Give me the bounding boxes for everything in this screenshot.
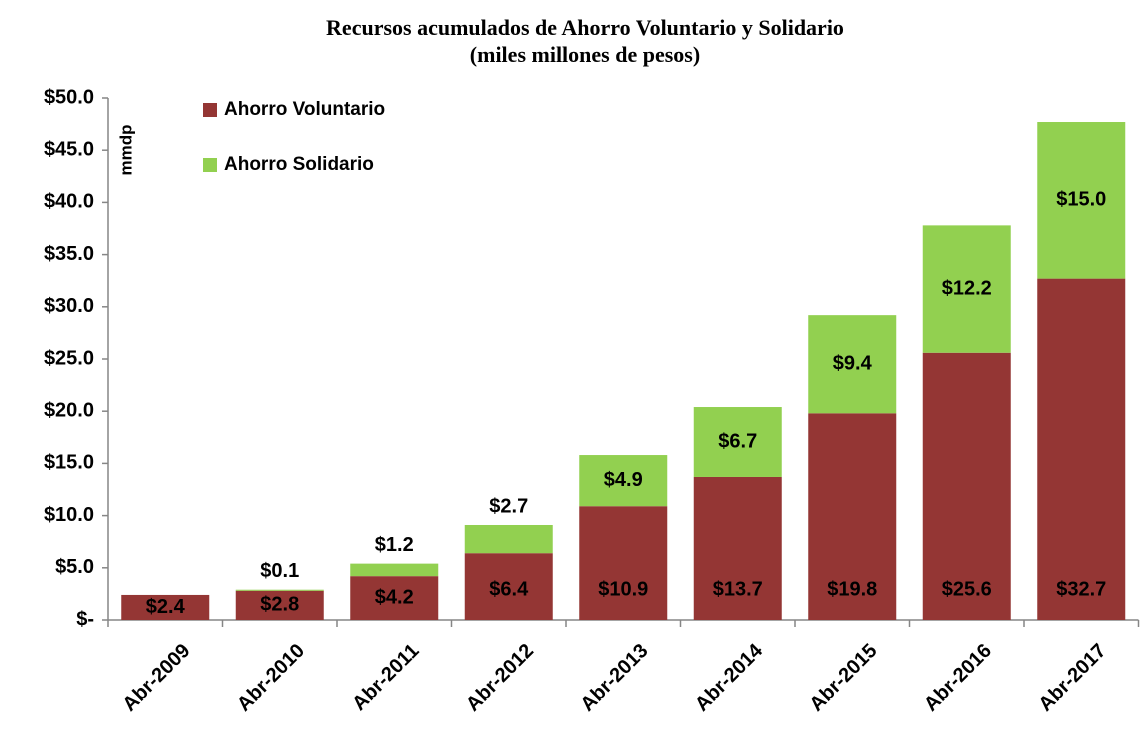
x-tick-label: Abr-2012 bbox=[462, 640, 538, 716]
y-axis-label: mmdp bbox=[116, 125, 135, 176]
value-label: $9.4 bbox=[833, 353, 873, 375]
chart-title: Recursos acumulados de Ahorro Voluntario… bbox=[326, 15, 844, 40]
x-tick-label: Abr-2010 bbox=[233, 640, 309, 716]
value-label: $25.6 bbox=[942, 578, 992, 600]
bar-segment bbox=[464, 553, 553, 620]
value-label: $19.8 bbox=[827, 578, 877, 600]
bar-segment bbox=[1037, 122, 1126, 279]
x-tick-label: Abr-2017 bbox=[1034, 640, 1110, 716]
x-tick-label: Abr-2015 bbox=[805, 640, 881, 716]
bar-segment bbox=[464, 524, 553, 554]
bar-segment bbox=[693, 407, 782, 477]
x-tick-label: Abr-2011 bbox=[348, 640, 423, 715]
legend-swatch bbox=[203, 158, 217, 172]
value-label: $32.7 bbox=[1056, 578, 1106, 600]
value-label: $4.9 bbox=[604, 469, 643, 491]
bar-segment bbox=[808, 315, 897, 414]
bar-segment bbox=[579, 455, 668, 507]
x-tick-label: Abr-2014 bbox=[691, 639, 768, 716]
value-label: $12.2 bbox=[942, 277, 992, 299]
bar-segment bbox=[922, 225, 1011, 353]
value-label: $6.7 bbox=[718, 430, 757, 452]
value-label: $0.1 bbox=[260, 560, 299, 582]
legend-label: Ahorro Solidario bbox=[224, 154, 374, 175]
bar-segment bbox=[350, 563, 439, 577]
y-tick-label: $15.0 bbox=[44, 452, 94, 474]
legend-label: Ahorro Voluntario bbox=[224, 99, 385, 120]
value-label: $6.4 bbox=[489, 578, 529, 600]
x-tick-label: Abr-2009 bbox=[118, 640, 194, 716]
bar-segment bbox=[922, 352, 1011, 620]
bar-segment bbox=[693, 476, 782, 620]
y-tick-label: $25.0 bbox=[44, 347, 94, 369]
value-label: $1.2 bbox=[375, 534, 414, 556]
y-tick-label: $- bbox=[76, 608, 94, 630]
bar-segment bbox=[350, 576, 439, 620]
y-tick-label: $45.0 bbox=[44, 138, 94, 160]
value-label: $4.2 bbox=[375, 586, 414, 608]
value-label: $15.0 bbox=[1056, 189, 1106, 211]
chart-subtitle: (miles millones de pesos) bbox=[470, 42, 700, 67]
bar-segment bbox=[235, 590, 324, 620]
y-tick-label: $30.0 bbox=[44, 295, 94, 317]
y-tick-label: $5.0 bbox=[55, 556, 94, 578]
value-label: $2.7 bbox=[489, 495, 528, 517]
bar-segment bbox=[121, 594, 210, 620]
bar-segment bbox=[808, 413, 897, 620]
x-tick-label: Abr-2016 bbox=[920, 640, 996, 716]
y-tick-label: $20.0 bbox=[44, 399, 94, 421]
value-label: $2.8 bbox=[260, 594, 299, 616]
y-tick-label: $40.0 bbox=[44, 191, 94, 213]
value-label: $2.4 bbox=[146, 596, 186, 618]
y-tick-label: $35.0 bbox=[44, 243, 94, 265]
bar-segment bbox=[235, 589, 324, 591]
y-tick-label: $50.0 bbox=[44, 86, 94, 108]
x-tick-label: Abr-2013 bbox=[576, 640, 652, 716]
value-label: $10.9 bbox=[598, 578, 648, 600]
y-tick-label: $10.0 bbox=[44, 504, 94, 526]
legend-swatch bbox=[203, 103, 217, 117]
bar-segment bbox=[579, 506, 668, 620]
bar-segment bbox=[1037, 278, 1126, 620]
value-label: $13.7 bbox=[713, 578, 763, 600]
